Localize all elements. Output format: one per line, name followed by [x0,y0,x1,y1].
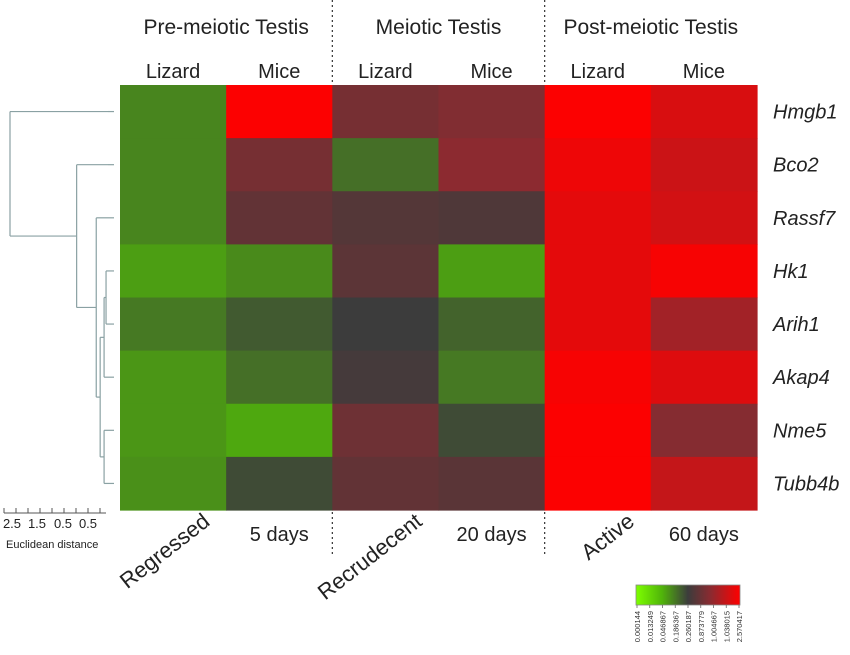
color-scale-bar: 0.000144 0.013249 0.046867 0.186367 0.260187… [633,584,744,642]
heatmap-cell-rassf7-1 [120,191,227,245]
column-stage-label-5: Active [576,508,639,565]
heatmap-cell-rassf7-4 [438,191,546,245]
column-stage-label-2: 5 days [250,524,309,546]
group-header-1: Pre-meiotic Testis [144,16,309,39]
heatmap-cell-hmgb1-2 [226,85,333,139]
column-stage-label-6: 60 days [669,524,739,546]
row-label-arih1: Arih1 [772,314,820,336]
row-label-hmgb1: Hmgb1 [773,102,837,124]
column-species-label-4: Mice [470,61,512,83]
heatmap-cell-akap4-2 [226,350,333,405]
row-label-rassf7: Rassf7 [773,208,836,230]
column-stage-label-1: Regressed [115,508,214,593]
distance-tick-label-1: 2.5 [3,516,21,531]
heatmap-cell-tubb4b-1 [120,456,227,511]
column-species-label-5: Lizard [571,61,625,83]
heatmap-cell-arih1-2 [226,297,333,352]
distance-tick-label-2: 1.5 [28,516,46,531]
heatmap-cell-tubb4b-4 [438,456,546,511]
color-scale-tick-label-9: 2.570417 [735,611,744,642]
heatmap-cell-hk1-4 [438,244,546,299]
heatmap-cell-hmgb1-1 [120,85,227,139]
heatmap-cell-tubb4b-2 [226,456,333,511]
color-scale-tick-label-5: 0.260187 [684,611,693,642]
color-scale-tick-label-3: 0.046867 [659,611,668,642]
heatmap-cell-hmgb1-4 [438,85,546,139]
column-species-label-6: Mice [683,61,725,83]
column-species-label-2: Mice [258,61,300,83]
heatmap-cell-hmgb1-6 [650,85,758,139]
heatmap-cell-arih1-5 [544,297,652,352]
color-scale-tick-label-7: 1.004667 [710,611,719,642]
heatmap-cell-bco2-5 [544,138,652,192]
heatmap-cell-bco2-2 [226,138,333,192]
row-label-akap4: Akap4 [772,367,830,389]
heatmap-cell-hmgb1-5 [544,85,652,139]
color-scale-tick-label-1: 0.000144 [633,611,642,642]
heatmap-cell-rassf7-6 [650,191,758,245]
heatmap-cell-arih1-3 [332,297,440,352]
heatmap-cell-akap4-1 [120,350,227,405]
heatmap-cell-bco2-3 [332,138,440,192]
distance-axis-label: Euclidean distance [6,539,98,551]
distance-tick-label-3: 0.5 [54,516,72,531]
heatmap-cell-arih1-6 [650,297,758,352]
heatmap-cell-nme5-1 [120,403,227,458]
heatmap-cell-rassf7-3 [332,191,440,245]
color-scale-gradient [635,584,741,606]
color-scale-tick-label-8: 1.038015 [722,611,731,642]
group-dividers [331,0,546,555]
heatmap-cell-nme5-3 [332,403,440,458]
group-header-3: Post-meiotic Testis [563,16,738,39]
color-scale-tick-label-6: 0.873779 [697,611,706,642]
row-label-hk1: Hk1 [773,261,809,283]
heatmap-cell-akap4-6 [650,350,758,405]
heatmap-cell-akap4-3 [332,350,440,405]
color-scale-tick-label-2: 0.013249 [646,611,655,642]
heatmap-cell-nme5-4 [438,403,546,458]
heatmap-cell-bco2-1 [120,138,227,192]
heatmap-cell-akap4-5 [544,350,652,405]
heatmap-cell-tubb4b-6 [650,456,758,511]
heatmap-cell-arih1-1 [120,297,227,352]
heatmap-cell-hk1-6 [650,244,758,299]
row-label-nme5: Nme5 [773,420,827,442]
color-scale-tick-label-4: 0.186367 [671,611,680,642]
heatmap-cell-rassf7-5 [544,191,652,245]
column-species-label-1: Lizard [146,61,200,83]
heatmap-cell-arih1-4 [438,297,546,352]
heatmap-cell-hk1-3 [332,244,440,299]
row-label-tubb4b: Tubb4b [773,473,839,495]
column-stage-label-3: Recrudecent [313,508,427,605]
group-header-2: Meiotic Testis [376,16,502,39]
heatmap-cell-hk1-2 [226,244,333,299]
heatmap-cell-nme5-2 [226,403,333,458]
heatmap-cells [120,85,758,511]
column-species-label-3: Lizard [358,61,412,83]
heatmap-cell-hk1-5 [544,244,652,299]
heatmap-cell-nme5-5 [544,403,652,458]
heatmap-cell-tubb4b-5 [544,456,652,511]
heatmap-cell-hmgb1-3 [332,85,440,139]
heatmap-cell-akap4-4 [438,350,546,405]
dendrogram: 2.5 1.5 0.5 0.5 Euclidean distance [3,110,114,551]
heatmap-cell-tubb4b-3 [332,456,440,511]
row-label-bco2: Bco2 [773,155,819,177]
column-stage-label-4: 20 days [457,524,527,546]
heatmap-cell-bco2-4 [438,138,546,192]
heatmap-cell-bco2-6 [650,138,758,192]
distance-tick-label-4: 0.5 [79,516,97,531]
heatmap-cell-hk1-1 [120,244,227,299]
heatmap-cell-rassf7-2 [226,191,333,245]
heatmap-cell-nme5-6 [650,403,758,458]
